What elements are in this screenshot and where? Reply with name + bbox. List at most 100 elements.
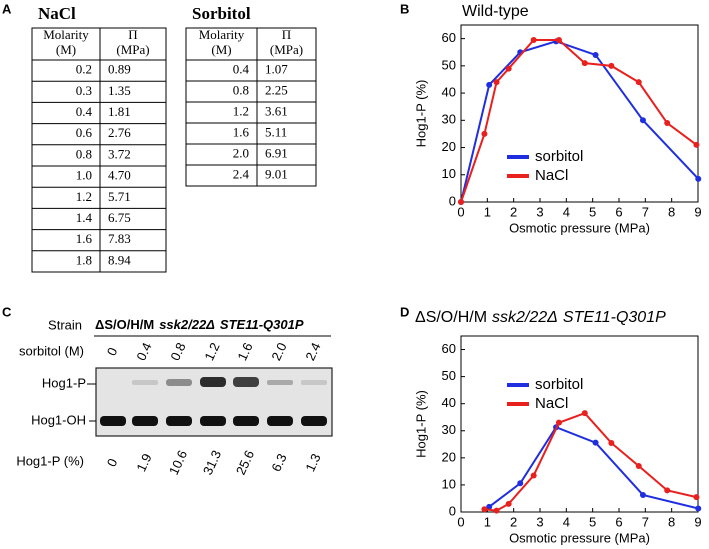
table-title: Sorbitol [192,4,251,23]
x-tick-label: 6 [615,204,622,219]
y-axis-label: Hog1-P (%) [413,80,428,148]
legend-label: NaCl [535,167,568,184]
table-cell: 0.3 [76,83,92,98]
legend-label: sorbitol [535,148,583,165]
y-tick-label: 40 [442,395,456,410]
data-point [530,472,537,479]
x-tick-label: 2 [510,204,517,219]
lane-value: 1.6 [234,340,255,363]
data-point [486,503,493,510]
x-tick-label: 1 [484,514,491,529]
quant-value: 1.3 [302,451,323,474]
table-cell: 8.94 [108,252,131,267]
strain-label: Strain [48,317,82,332]
lane-value: 0.4 [133,340,154,363]
strain-part: ΔS/O/H/M [95,317,154,332]
panel-letter: A [2,1,12,16]
table-cell: 4.70 [108,168,131,183]
table-cell: 3.61 [265,103,288,118]
table-cell: 0.89 [108,62,131,77]
lane-value: 2.0 [268,340,289,363]
series-line [460,38,698,203]
band-label: Hog1-OH [31,412,86,427]
y-tick-label: 0 [449,503,456,518]
x-tick-label: 9 [694,204,701,219]
data-point [639,491,646,498]
data-point [635,79,642,86]
data-point [505,65,512,72]
strain: ΔS/O/H/M ssk2/22Δ STE11-Q301P [95,317,304,332]
y-tick-label: 30 [442,422,456,437]
data-point [581,60,588,67]
table-cell: 1.4 [76,210,93,225]
y-tick-label: 60 [442,30,456,45]
x-tick-label: 1 [484,204,491,219]
table-cell: 1.35 [108,83,131,98]
data-point [555,419,562,426]
table-header: Molarity [199,27,245,42]
series-line [484,411,697,512]
panel-letter: D [400,304,409,319]
y-tick-label: 40 [442,85,456,100]
data-point [530,36,537,43]
data-point [592,439,599,446]
lane-label: sorbitol (M) [19,343,84,358]
quant-value: 1.9 [133,451,154,474]
table-header: Molarity [43,27,89,42]
table-cell: 0.4 [233,61,250,76]
table-header: (MPa) [116,42,149,57]
table-cell: 0.6 [76,125,93,140]
table-cell: 1.2 [233,103,249,118]
title-part: ΔS/O/H/M [415,309,487,326]
y-tick-label: 50 [442,57,456,72]
table-cell: 1.6 [76,231,93,246]
data-point [517,480,524,487]
data-point [458,199,464,205]
table-cell: 1.07 [265,61,288,76]
table-cell: 1.6 [233,124,250,139]
panel-letter: B [400,1,409,16]
quant-value: 10.6 [166,448,190,477]
data-point [608,62,615,69]
data-point [486,81,493,88]
table-cell: 5.71 [108,189,131,204]
data-point [695,175,702,182]
y-tick-label: 10 [442,476,456,491]
y-tick-label: 30 [442,112,456,127]
lane-value: 0.8 [167,340,188,363]
data-point [639,117,646,124]
plot-frame [460,335,699,513]
quant-label: Hog1-P (%) [16,453,84,468]
data-point [493,507,500,514]
table-cell: 0.2 [76,62,92,77]
x-tick-label: 4 [563,204,570,219]
table-header: (MPa) [270,42,303,57]
data-point [493,79,500,86]
title-part: Wild-type [462,3,529,20]
table-cell: 1.2 [76,189,92,204]
table-header: Π [282,27,291,42]
x-tick-label: 2 [510,514,517,529]
lane-value: 2.4 [302,340,323,363]
x-tick-label: 3 [536,204,543,219]
table-header: Π [128,27,137,42]
table-cell: 9.01 [265,166,288,181]
table-cell: 6.75 [108,210,131,225]
x-axis-label: Osmotic pressure (MPa) [509,530,650,545]
y-tick-label: 10 [442,166,456,181]
data-point [581,410,588,417]
table-header: (M) [56,42,76,57]
table-cell: 2.4 [233,166,250,181]
x-tick-label: 5 [589,204,596,219]
x-axis-label: Osmotic pressure (MPa) [509,220,650,235]
x-tick-label: 7 [642,514,649,529]
table-cell: 0.4 [76,104,93,119]
strain-part: STE11-Q301P [220,317,304,332]
quant-value: 31.3 [200,448,224,477]
data-point [555,36,562,43]
y-axis-label: Hog1-P (%) [413,390,428,458]
data-point [481,506,488,513]
quant-value: 25.6 [233,448,257,477]
band-label: Hog1-P [42,375,86,390]
